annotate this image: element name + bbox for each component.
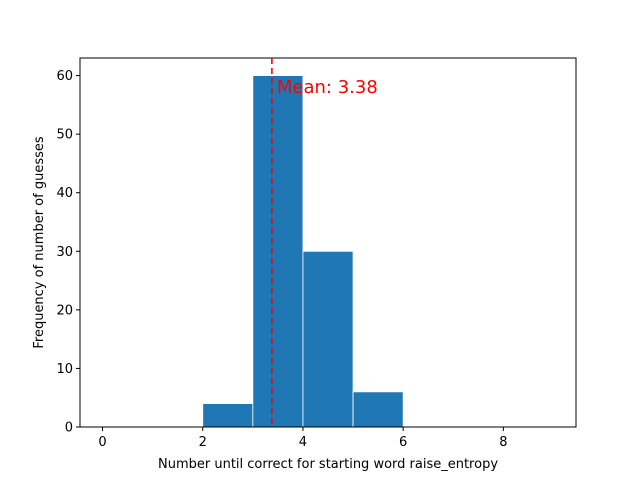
y-tick-label-5: 50	[56, 128, 73, 143]
histogram-bar-3	[352, 391, 404, 428]
y-ticks-group: 0 10 20 30 40 50 60	[56, 69, 80, 436]
y-tick-label-3: 30	[56, 245, 73, 260]
x-tick-label-0: 0	[98, 435, 106, 450]
y-tick-label-1: 10	[56, 362, 73, 377]
x-tick-label-3: 6	[399, 435, 407, 450]
x-tick-label-2: 4	[299, 435, 307, 450]
histogram-bar-0	[202, 403, 254, 428]
bars-group	[202, 75, 404, 428]
y-axis-label: Frequency of number of guesses	[32, 136, 47, 349]
x-tick-label-1: 2	[199, 435, 207, 450]
mean-annotation: Mean: 3.38	[277, 77, 378, 98]
plot-frame	[79, 57, 577, 428]
histogram-bar-1	[252, 75, 304, 428]
y-tick-label-0: 0	[65, 421, 73, 436]
x-axis-label: Number until correct for starting word r…	[158, 457, 498, 472]
x-ticks-group: 0 2 4 6 8	[98, 427, 507, 450]
x-tick-label-4: 8	[499, 435, 507, 450]
y-tick-label-2: 20	[56, 303, 73, 318]
histogram-bar-2	[302, 250, 354, 428]
y-tick-label-6: 60	[56, 69, 73, 84]
y-tick-label-4: 40	[56, 186, 73, 201]
